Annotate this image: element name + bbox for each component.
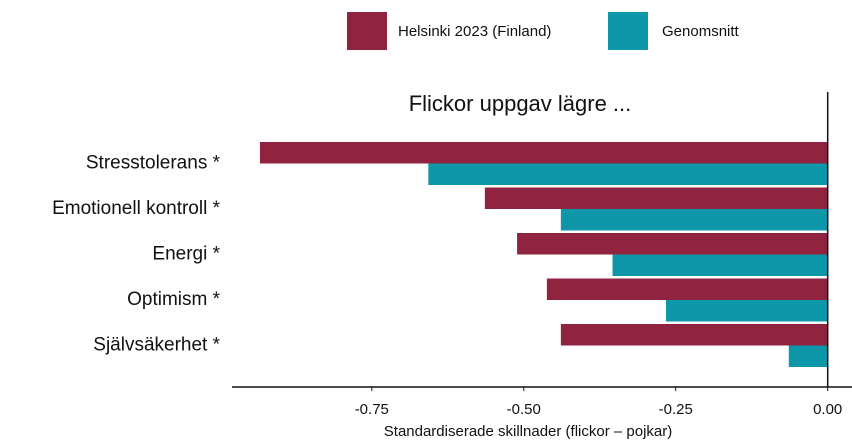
legend-label: Helsinki 2023 (Finland)	[398, 23, 551, 40]
x-tick-label: 0.00	[813, 401, 842, 418]
y-tick-label: Stresstolerans *	[86, 153, 221, 174]
bar	[259, 142, 828, 164]
legend-swatch	[608, 12, 648, 50]
bar	[428, 163, 828, 185]
bar	[788, 345, 828, 367]
bar	[546, 278, 828, 300]
y-tick-label: Självsäkerhet *	[93, 335, 220, 356]
bar	[560, 324, 828, 346]
y-tick-label: Energi *	[152, 244, 220, 265]
annotation: Flickor uppgav lägre ...	[409, 91, 632, 116]
legend-label: Genomsnitt	[662, 23, 740, 40]
y-tick-label: Optimism *	[127, 289, 221, 310]
bar	[560, 209, 828, 231]
bar	[666, 300, 828, 322]
legend-swatch	[347, 12, 387, 50]
bar	[484, 187, 828, 209]
bar	[612, 254, 828, 276]
bar	[517, 233, 828, 255]
y-tick-label: Emotionell kontroll *	[52, 198, 221, 219]
x-tick-label: -0.25	[659, 401, 693, 418]
x-tick-label: -0.75	[355, 401, 389, 418]
x-axis-label: Standardiserade skillnader (flickor – po…	[384, 423, 672, 440]
x-tick-label: -0.50	[507, 401, 541, 418]
